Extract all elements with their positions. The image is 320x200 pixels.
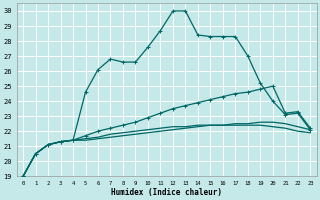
X-axis label: Humidex (Indice chaleur): Humidex (Indice chaleur) xyxy=(111,188,222,197)
